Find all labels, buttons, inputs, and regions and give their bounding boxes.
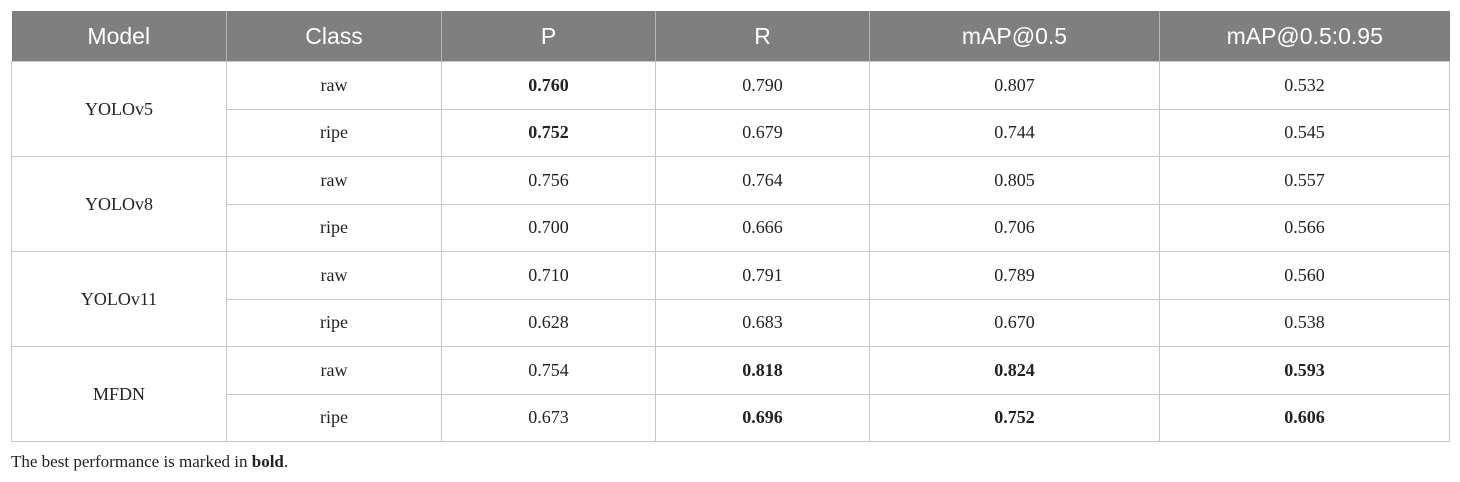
table-row: YOLOv11 raw 0.710 0.791 0.789 0.560 — [11, 251, 1450, 347]
metric-cell: 0.754 — [441, 346, 656, 395]
metric-cell: 0.545 — [1159, 108, 1450, 157]
metric-cell: 0.706 — [869, 203, 1160, 252]
class-cell: ripe — [226, 108, 442, 157]
model-cell: YOLOv11 — [11, 251, 227, 347]
column-header: mAP@0.5:0.95 — [1159, 11, 1450, 62]
metric-cell: 0.673 — [441, 393, 656, 442]
table-row: ripe 0.700 0.666 0.706 0.566 — [12, 203, 1450, 252]
metric-cell: 0.818 — [655, 346, 870, 395]
metric-cell: 0.807 — [869, 61, 1160, 110]
table-row: ripe 0.752 0.679 0.744 0.545 — [12, 108, 1450, 157]
metric-cell: 0.566 — [1159, 203, 1450, 252]
table-row: MFDN raw 0.754 0.818 0.824 0.593 — [11, 346, 1450, 442]
column-header: Class — [226, 11, 442, 62]
class-cell: ripe — [226, 393, 442, 442]
metric-cell: 0.756 — [441, 156, 656, 205]
column-header: R — [655, 11, 870, 62]
metric-cell: 0.666 — [655, 203, 870, 252]
column-header: P — [441, 11, 656, 62]
metric-cell: 0.696 — [655, 393, 870, 442]
class-cell: raw — [226, 251, 442, 300]
footnote-bold: bold — [251, 452, 284, 471]
table-row: ripe 0.673 0.696 0.752 0.606 — [12, 393, 1450, 442]
table-body: YOLOv5 raw 0.760 0.790 0.807 0.532 ripe 0.752 0.… — [11, 61, 1450, 442]
table-row: YOLOv8 raw 0.756 0.764 0.805 0.557 — [11, 156, 1450, 252]
metric-cell: 0.532 — [1159, 61, 1450, 110]
metric-cell: 0.790 — [655, 61, 870, 110]
footnote-text: The best performance is marked in — [11, 452, 252, 471]
metric-cell: 0.628 — [441, 298, 656, 347]
metric-cell: 0.606 — [1159, 393, 1450, 442]
metric-cell: 0.679 — [655, 108, 870, 157]
class-cell: ripe — [226, 203, 442, 252]
metric-cell: 0.560 — [1159, 251, 1450, 300]
metric-cell: 0.805 — [869, 156, 1160, 205]
metric-cell: 0.791 — [655, 251, 870, 300]
table-row: ripe 0.628 0.683 0.670 0.538 — [12, 298, 1450, 347]
class-cell: raw — [226, 156, 442, 205]
class-cell: raw — [226, 61, 442, 110]
table-row: YOLOv5 raw 0.760 0.790 0.807 0.532 — [11, 61, 1450, 157]
metric-cell: 0.764 — [655, 156, 870, 205]
metric-cell: 0.683 — [655, 298, 870, 347]
metric-cell: 0.824 — [869, 346, 1160, 395]
metric-cell: 0.752 — [441, 108, 656, 157]
metric-cell: 0.700 — [441, 203, 656, 252]
metric-cell: 0.760 — [441, 61, 656, 110]
metric-cell: 0.752 — [869, 393, 1160, 442]
metric-cell: 0.789 — [869, 251, 1160, 300]
model-cell: MFDN — [11, 346, 227, 442]
footnote-text: . — [283, 452, 289, 471]
metric-cell: 0.557 — [1159, 156, 1450, 205]
class-cell: ripe — [226, 298, 442, 347]
metric-cell: 0.538 — [1159, 298, 1450, 347]
footnote: The best performance is marked in bold. — [11, 452, 288, 472]
column-header: Model — [11, 11, 227, 62]
model-cell: YOLOv8 — [11, 156, 227, 252]
metric-cell: 0.710 — [441, 251, 656, 300]
metric-cell: 0.593 — [1159, 346, 1450, 395]
column-header: mAP@0.5 — [869, 11, 1160, 62]
metric-cell: 0.670 — [869, 298, 1160, 347]
metric-cell: 0.744 — [869, 108, 1160, 157]
class-cell: raw — [226, 346, 442, 395]
model-cell: YOLOv5 — [11, 61, 227, 157]
